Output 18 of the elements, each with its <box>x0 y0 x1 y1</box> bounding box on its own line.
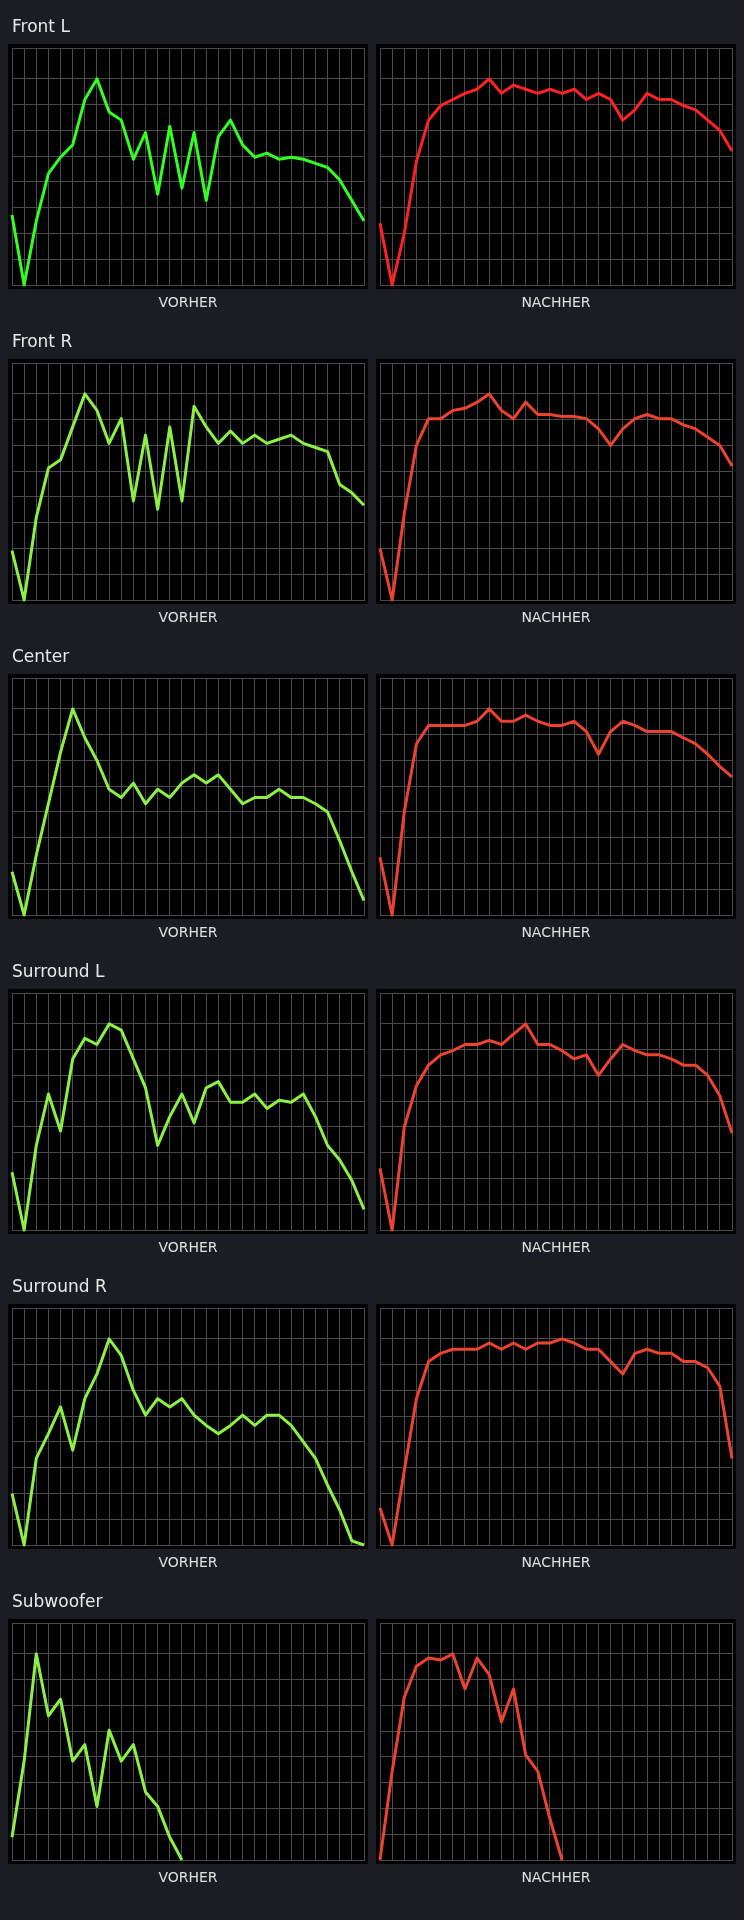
chart-title: Center <box>12 646 70 666</box>
x-axis-title: VORHER <box>157 1553 219 1572</box>
chart-title: Subwoofer <box>12 1591 103 1611</box>
x-axis-title: VORHER <box>157 1868 219 1887</box>
chart-title: Front L <box>12 16 70 36</box>
chart-title: Front R <box>12 331 73 351</box>
x-axis-title: NACHHER <box>520 1238 592 1257</box>
x-axis-title: VORHER <box>157 608 219 627</box>
x-axis-title: NACHHER <box>520 293 592 312</box>
x-axis-title: VORHER <box>157 923 219 942</box>
x-axis-title: NACHHER <box>520 608 592 627</box>
chart-title: Surround R <box>12 1276 107 1296</box>
chart-title: Surround L <box>12 961 105 981</box>
x-axis-title: VORHER <box>157 1238 219 1257</box>
x-axis-title: NACHHER <box>520 923 592 942</box>
x-axis-title: NACHHER <box>520 1868 592 1887</box>
x-axis-title: NACHHER <box>520 1553 592 1572</box>
x-axis-title: VORHER <box>157 293 219 312</box>
